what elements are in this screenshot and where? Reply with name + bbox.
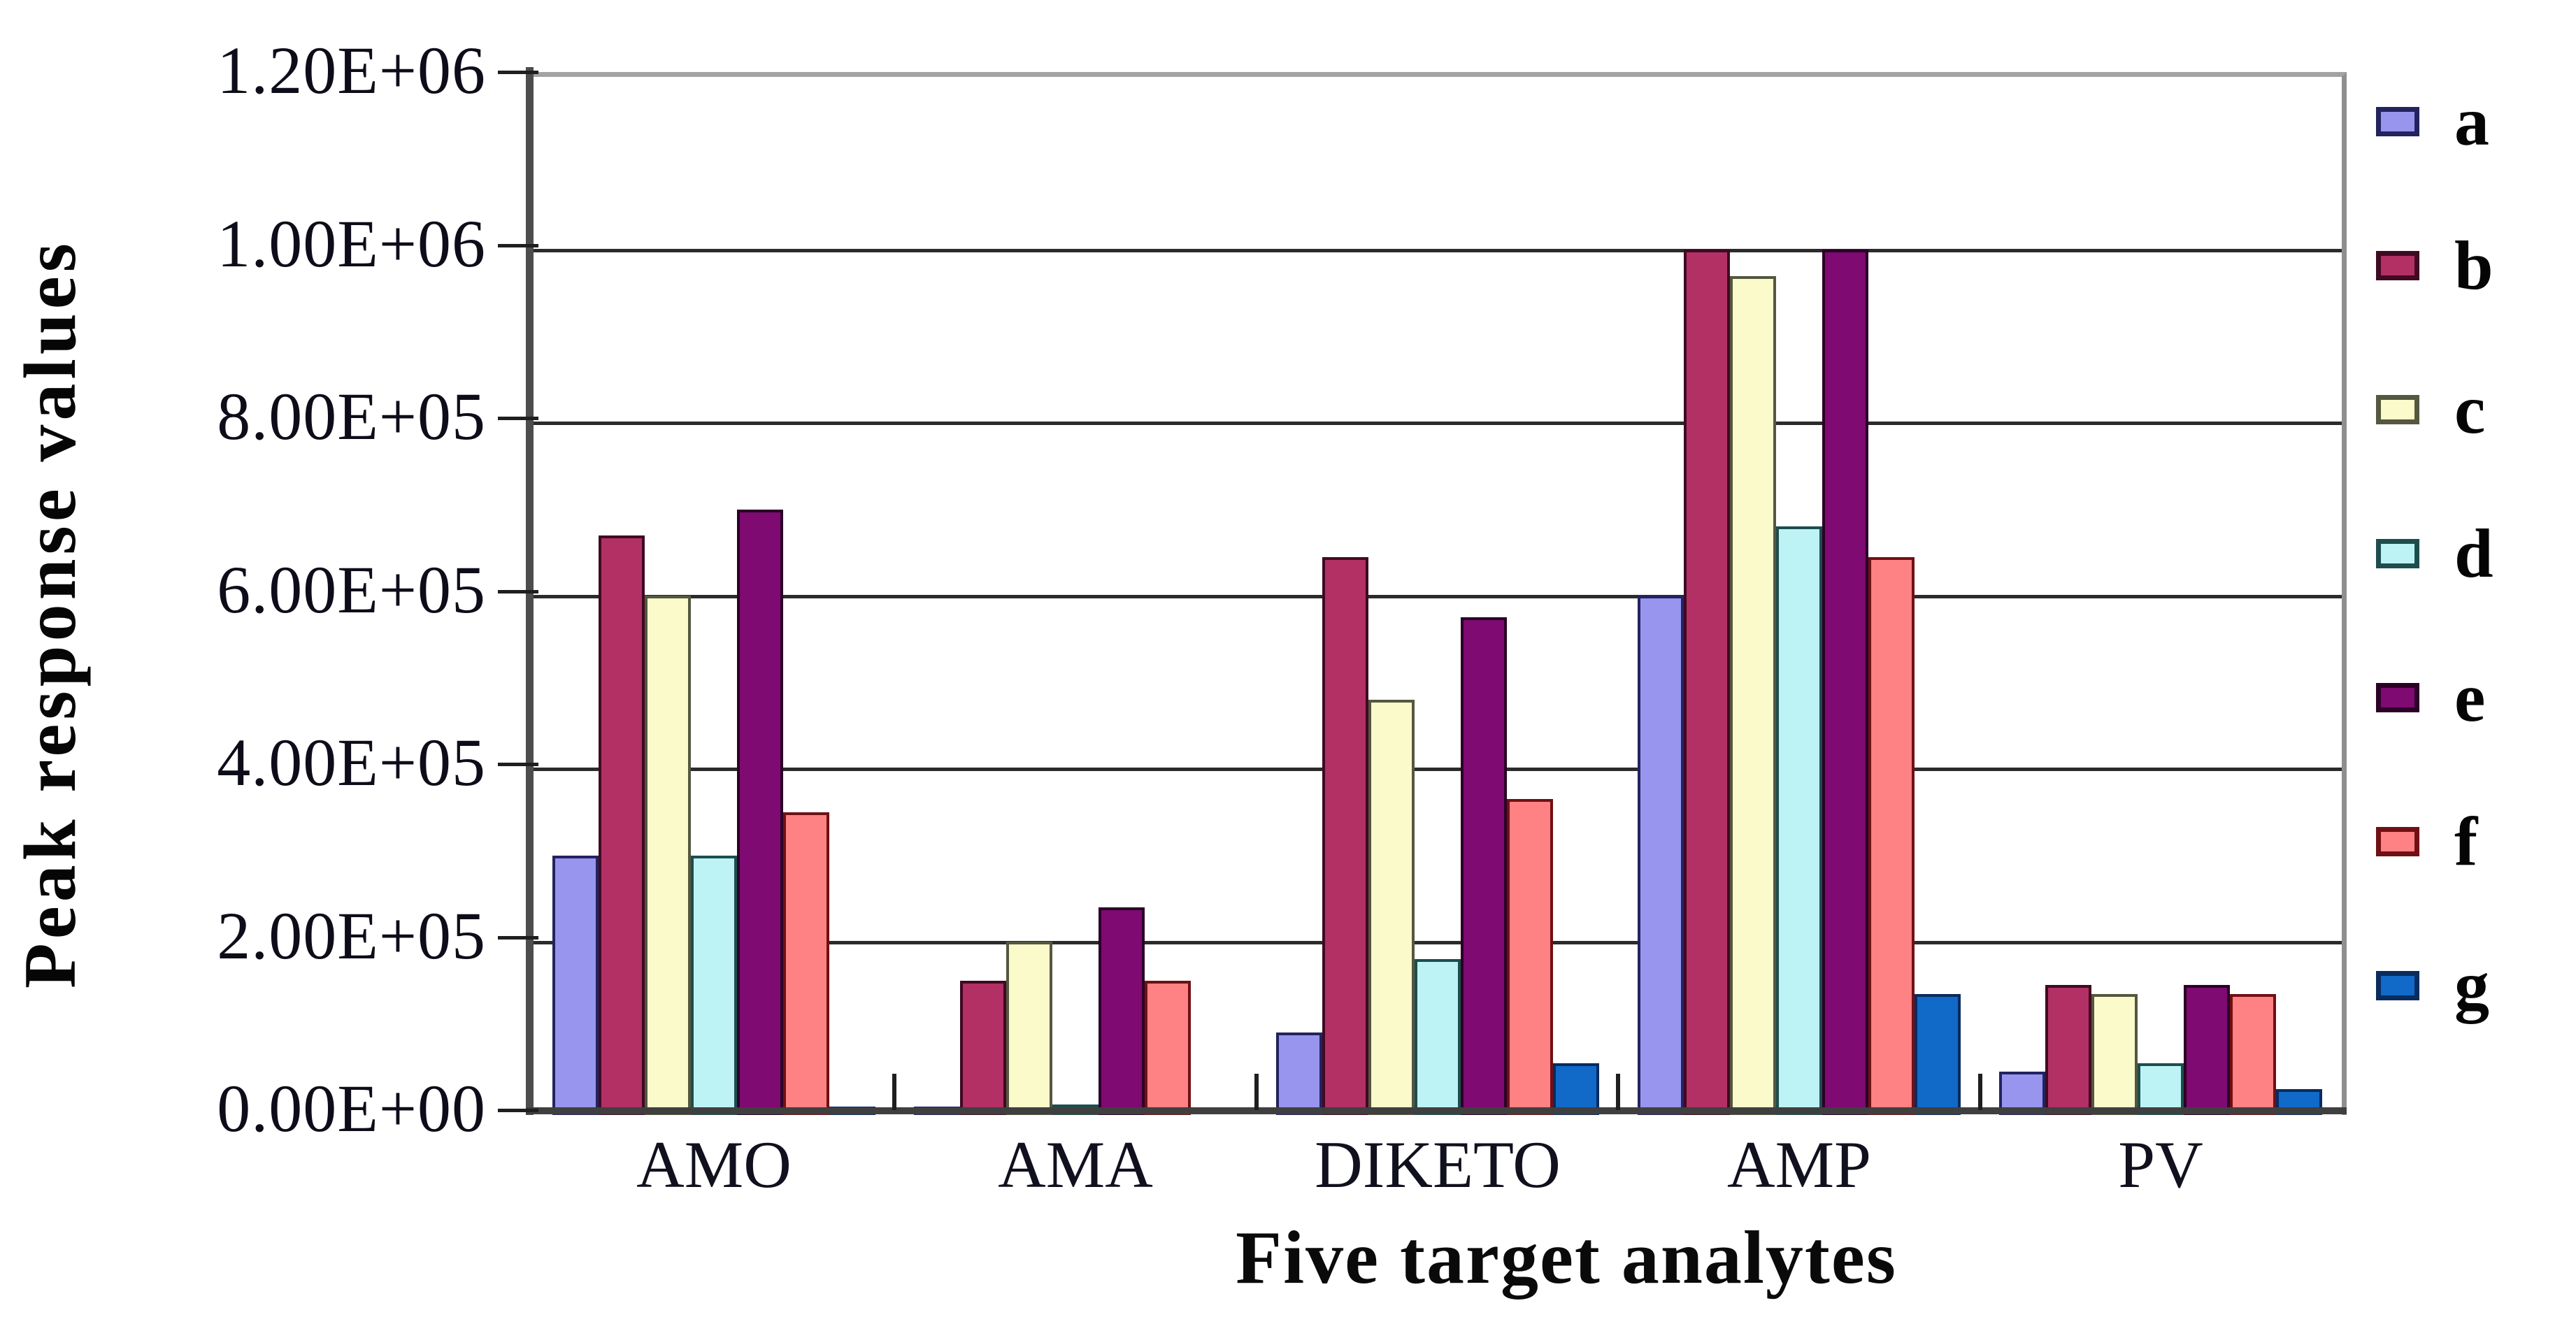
gridline-8.00E+05 bbox=[533, 422, 2342, 425]
bar-AMA-b bbox=[960, 981, 1006, 1115]
y-tick-label-1.20E+06: 1.20E+06 bbox=[217, 33, 486, 108]
legend-swatch-f bbox=[2376, 827, 2419, 856]
gridline-2.00E+05 bbox=[533, 940, 2342, 944]
bar-DIKETO-d bbox=[1415, 959, 1461, 1115]
legend-swatch-d bbox=[2376, 539, 2419, 568]
legend-swatch-e bbox=[2376, 683, 2419, 712]
y-tick-mark bbox=[498, 417, 538, 420]
gridline-4.00E+05 bbox=[533, 768, 2342, 771]
legend-label-b: b bbox=[2454, 226, 2493, 304]
y-tick-mark bbox=[498, 936, 538, 940]
y-tick-label-4.00E+05: 4.00E+05 bbox=[217, 725, 486, 800]
y-tick-mark bbox=[498, 71, 538, 74]
y-tick-mark bbox=[498, 763, 538, 766]
y-tick-label-6.00E+05: 6.00E+05 bbox=[217, 552, 486, 627]
legend-label-g: g bbox=[2454, 947, 2489, 1024]
legend-swatch-a bbox=[2376, 107, 2419, 136]
legend-label-c: c bbox=[2454, 370, 2486, 448]
legend-entry-g: g bbox=[2372, 939, 2576, 1037]
x-axis-line bbox=[526, 1107, 2347, 1114]
legend-label-f: f bbox=[2454, 803, 2478, 880]
legend-entry-c: c bbox=[2372, 363, 2576, 461]
bar-AMP-b bbox=[1684, 250, 1730, 1115]
bar-PV-c bbox=[2091, 994, 2138, 1115]
bar-AMO-e bbox=[737, 510, 783, 1115]
bar-AMP-c bbox=[1730, 276, 1776, 1115]
bar-AMP-d bbox=[1776, 526, 1822, 1115]
legend-swatch-c bbox=[2376, 395, 2419, 424]
y-tick-mark bbox=[498, 590, 538, 593]
y-tick-mark bbox=[498, 1109, 538, 1112]
y-tick-label-8.00E+05: 8.00E+05 bbox=[217, 379, 486, 454]
x-tick-mark bbox=[1616, 1074, 1620, 1110]
bar-AMP-g bbox=[1915, 994, 1961, 1115]
x-tick-mark bbox=[1254, 1074, 1259, 1110]
gridline-6.00E+05 bbox=[533, 594, 2342, 598]
y-tick-label-1.00E+06: 1.00E+06 bbox=[217, 206, 486, 281]
bar-DIKETO-b bbox=[1322, 557, 1368, 1115]
legend-entry-b: b bbox=[2372, 219, 2576, 317]
x-category-label-AMP: AMP bbox=[1727, 1128, 1871, 1202]
bar-AMO-a bbox=[552, 856, 599, 1115]
bar-PV-f bbox=[2230, 994, 2276, 1115]
bar-AMO-b bbox=[599, 535, 645, 1115]
x-tick-mark bbox=[892, 1074, 896, 1110]
bar-AMP-e bbox=[1822, 250, 1868, 1115]
x-category-label-AMO: AMO bbox=[636, 1128, 792, 1202]
x-tick-mark bbox=[1978, 1074, 1982, 1110]
y-tick-label-0.00E+00: 0.00E+00 bbox=[217, 1071, 486, 1146]
x-category-label-PV: PV bbox=[2118, 1128, 2203, 1202]
legend-entry-a: a bbox=[2372, 75, 2576, 173]
legend-swatch-b bbox=[2376, 251, 2419, 280]
legend-swatch-g bbox=[2376, 971, 2419, 1000]
legend-label-a: a bbox=[2454, 82, 2489, 160]
y-axis-title: Peak response values bbox=[9, 238, 91, 989]
legend-entry-f: f bbox=[2372, 795, 2576, 893]
bar-AMA-c bbox=[1006, 942, 1052, 1115]
bar-DIKETO-f bbox=[1507, 799, 1553, 1115]
bar-AMP-f bbox=[1868, 557, 1915, 1115]
gridline-1.00E+06 bbox=[533, 248, 2342, 252]
plot-area bbox=[533, 72, 2347, 1115]
legend-label-d: d bbox=[2454, 515, 2493, 592]
bar-AMP-a bbox=[1638, 596, 1684, 1115]
x-category-label-AMA: AMA bbox=[998, 1128, 1153, 1202]
bar-AMO-f bbox=[783, 812, 829, 1115]
x-category-label-DIKETO: DIKETO bbox=[1315, 1128, 1561, 1202]
x-axis-title: Five target analytes bbox=[1236, 1216, 1897, 1300]
bar-DIKETO-c bbox=[1368, 700, 1415, 1115]
bar-DIKETO-a bbox=[1276, 1032, 1322, 1115]
bar-AMO-c bbox=[645, 596, 691, 1115]
bar-AMA-f bbox=[1145, 981, 1191, 1115]
legend-entry-d: d bbox=[2372, 507, 2576, 605]
y-tick-mark bbox=[498, 244, 538, 247]
legend-label-e: e bbox=[2454, 659, 2486, 736]
bar-DIKETO-e bbox=[1461, 617, 1507, 1115]
legend-entry-e: e bbox=[2372, 651, 2576, 749]
bar-PV-e bbox=[2184, 985, 2230, 1115]
bar-AMO-d bbox=[691, 856, 737, 1115]
bar-PV-b bbox=[2045, 985, 2091, 1115]
bar-AMA-e bbox=[1099, 907, 1145, 1115]
y-tick-label-2.00E+05: 2.00E+05 bbox=[217, 898, 486, 973]
